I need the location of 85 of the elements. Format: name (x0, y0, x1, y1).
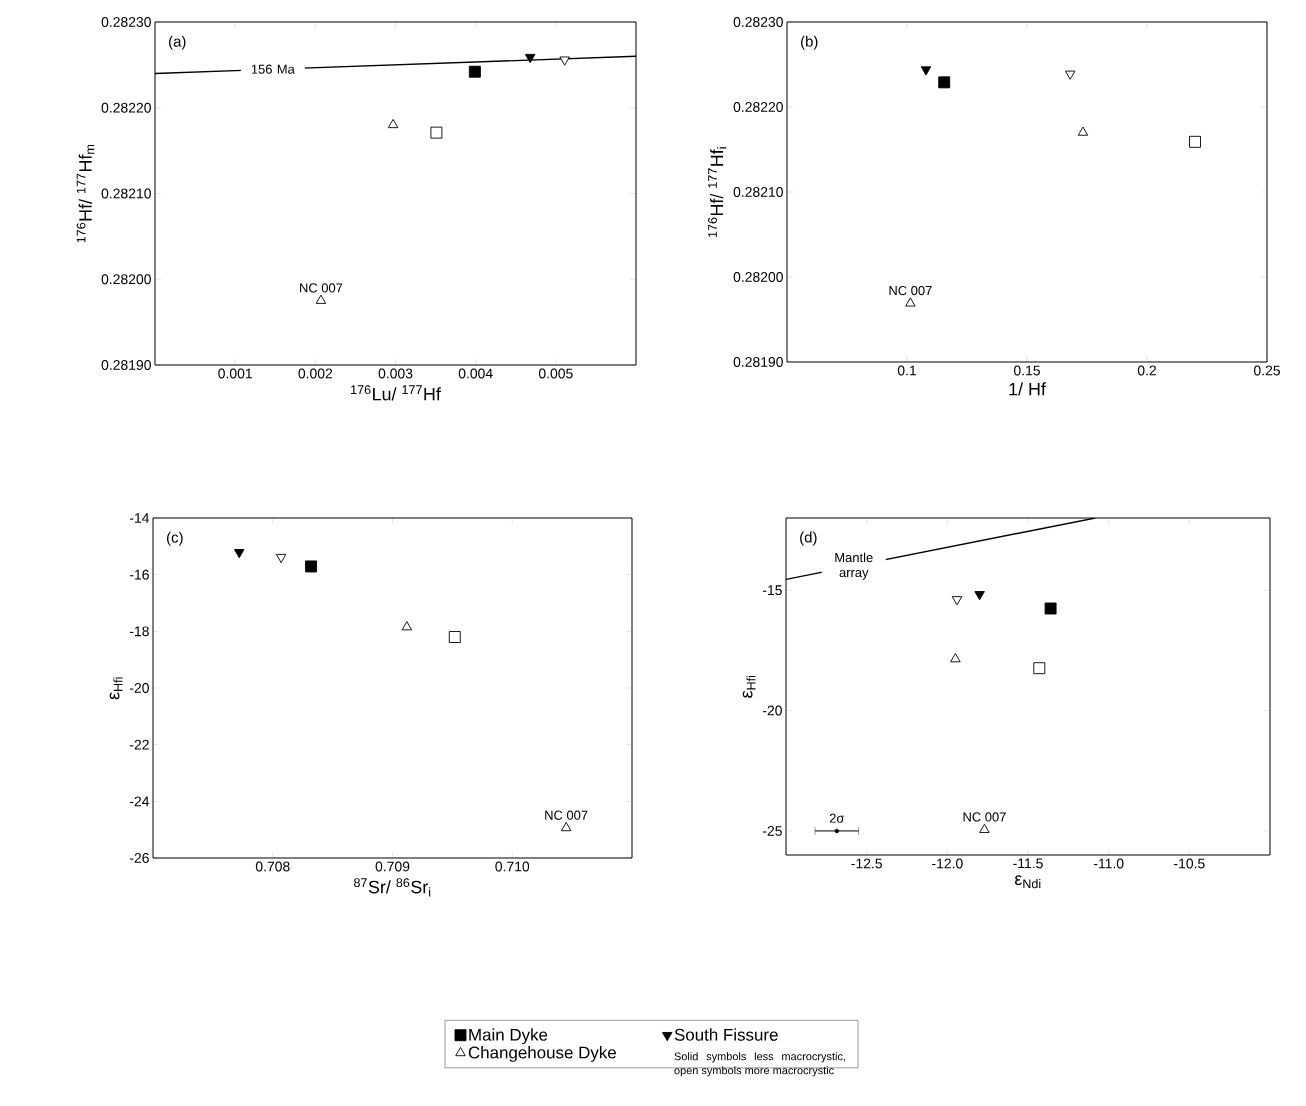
x-tick-label: -12.0 (932, 858, 963, 869)
y-tick-label: -26 (129, 853, 149, 863)
point (401, 621, 413, 631)
x-tick-label: 0.001 (218, 368, 252, 379)
x-axis-title: $^{87}$Sr/ $^{86}$Sr$_{i}$ (354, 878, 431, 897)
y-tick-label: 0.28210 (733, 187, 783, 197)
point (979, 823, 990, 833)
legend-label: South Fissure (674, 1028, 778, 1041)
x-tick-label: 0.25 (1253, 365, 1280, 376)
point (1077, 126, 1089, 136)
point (920, 66, 932, 76)
y-axis-title: ε$_{Hfi}$ (742, 675, 756, 698)
point (1044, 602, 1057, 615)
y-tick-label: 0.28200 (733, 272, 783, 282)
point (938, 76, 951, 89)
point (1189, 135, 1201, 148)
y-axis-title: ε$_{Hfi}$ (109, 677, 123, 700)
x-axis-title: ε$_{Ndi}$ (1014, 875, 1041, 889)
x-axis-title: $^{176}$Lu/ $^{177}$Hf (351, 385, 441, 401)
x-tick-label: 0.1 (897, 365, 917, 376)
y-tick-label: 0.28220 (101, 102, 151, 113)
point (315, 294, 327, 304)
y-tick-label: 0.28230 (733, 17, 783, 27)
annotation: (d) (800, 531, 817, 546)
x-tick-label: 0.003 (378, 368, 413, 379)
point (524, 53, 536, 64)
point (559, 56, 570, 66)
y-tick-label: -20 (762, 705, 782, 716)
point (834, 828, 840, 834)
annotation: NC 007 (545, 810, 588, 820)
point (430, 126, 443, 139)
y-tick-label: -20 (129, 683, 149, 693)
y-tick-label: -25 (762, 825, 782, 836)
annotation: NC 007 (963, 812, 1006, 822)
point (468, 65, 481, 78)
y-tick-label: 0.28230 (101, 17, 151, 27)
x-tick-label: 0.708 (255, 861, 290, 872)
y-tick-label: -18 (129, 626, 149, 637)
annotation: NC 007 (300, 283, 343, 293)
point (905, 297, 916, 307)
y-axis-title: $^{176}$Hf/ $^{177}$Hf$_{i}$ (708, 147, 727, 238)
point (448, 631, 461, 643)
annotation: 2σ (829, 813, 845, 823)
x-tick-label: -10.5 (1174, 858, 1205, 869)
annotation: Mantle array (835, 552, 873, 580)
text: Solid symbols less macrocrystic, open symbols more macrocrystic (674, 1052, 845, 1077)
legend-label: Changehouse Dyke (468, 1046, 616, 1062)
y-tick-label: -16 (129, 569, 149, 580)
point (1033, 662, 1046, 675)
x-tick-label: -11.5 (1013, 858, 1043, 869)
point (560, 822, 572, 832)
y-tick-label: 0.28190 (733, 357, 783, 367)
annotation: 156 Ma (251, 64, 295, 74)
y-tick-label: -22 (129, 739, 149, 750)
point (275, 553, 287, 564)
y-tick-label: 0.28200 (101, 274, 151, 285)
legend-label: Main Dyke (469, 1028, 548, 1045)
x-tick-label: 0.002 (298, 368, 333, 379)
y-axis-title: $^{176}$Hf/ $^{177}$Hf$_{m}$ (76, 144, 95, 243)
point (974, 591, 985, 601)
y-tick-label: 0.28190 (101, 360, 151, 370)
y-tick-label: -14 (129, 513, 150, 523)
y-tick-label: -24 (129, 796, 150, 807)
point (234, 549, 245, 559)
x-tick-label: 0.15 (1013, 365, 1040, 376)
x-tick-label: 0.004 (458, 368, 493, 379)
x-tick-label: -11.0 (1093, 858, 1124, 869)
y-tick-label: -15 (762, 585, 782, 596)
annotation: (a) (169, 35, 186, 50)
annotation: NC 007 (889, 285, 932, 296)
point (951, 596, 963, 606)
x-axis-title: 1/ Hf (1009, 382, 1046, 396)
x-tick-label: 0.2 (1137, 365, 1157, 376)
annotation: (b) (801, 35, 818, 50)
x-tick-label: 0.710 (495, 861, 530, 872)
point (1065, 70, 1076, 80)
x-tick-label: 0.005 (538, 368, 573, 379)
point (950, 653, 961, 663)
y-tick-label: 0.28220 (733, 102, 783, 112)
y-tick-label: 0.28210 (101, 188, 151, 199)
x-tick-label: -12.5 (851, 858, 882, 869)
annotation: (c) (167, 531, 183, 546)
point (387, 118, 399, 129)
x-tick-label: 0.709 (375, 861, 410, 872)
point (305, 560, 318, 573)
